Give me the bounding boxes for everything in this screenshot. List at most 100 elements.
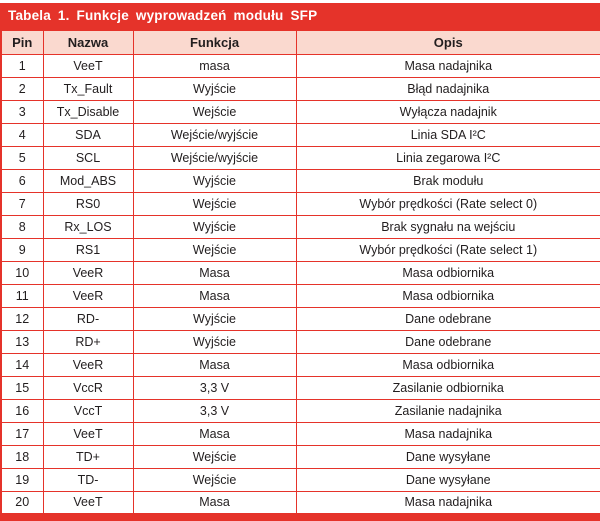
table-cell: Linia SDA I²C [295, 122, 600, 147]
table-cell: 19 [0, 467, 44, 492]
table-row: 15 VccR 3,3 V Zasilanie odbiornika [0, 375, 600, 400]
table-cell: VeeR [42, 283, 134, 308]
table-cell: Wyjście [132, 329, 297, 354]
table-cell: 8 [0, 214, 44, 239]
table-cell: 3,3 V [132, 375, 297, 400]
table-row: 11 VeeR Masa Masa odbiornika [0, 283, 600, 308]
table-cell: RS0 [42, 191, 134, 216]
table-cell: Wyjście [132, 168, 297, 193]
table-cell: Masa nadajnika [295, 490, 600, 515]
table-cell: 16 [0, 398, 44, 423]
bottom-rule [0, 515, 600, 521]
table-cell: 9 [0, 237, 44, 262]
table-cell: Masa odbiornika [295, 283, 600, 308]
table-row: 20 VeeT Masa Masa nadajnika [0, 490, 600, 515]
table-cell: Wyjście [132, 214, 297, 239]
table-cell: 4 [0, 122, 44, 147]
table-cell: Masa nadajnika [295, 421, 600, 446]
table-cell: 3 [0, 99, 44, 124]
table-row: 6 Mod_ABS Wyjście Brak modułu [0, 168, 600, 193]
table-cell: 6 [0, 168, 44, 193]
table-row: 3 Tx_Disable Wejście Wyłącza nadajnik [0, 99, 600, 124]
table-cell: Wejście/wyjście [132, 145, 297, 170]
table-head: Pin Nazwa Funkcja Opis [0, 29, 600, 55]
table-cell: Masa [132, 490, 297, 515]
table-cell: Dane odebrane [295, 329, 600, 354]
table-cell: Wejście [132, 444, 297, 469]
table-cell: 15 [0, 375, 44, 400]
table-row: 7 RS0 Wejście Wybór prędkości (Rate select … [0, 191, 600, 216]
table-cell: Masa odbiornika [295, 352, 600, 377]
table-cell: TD- [42, 467, 134, 492]
table-cell: 11 [0, 283, 44, 308]
table-cell: Wejście [132, 191, 297, 216]
table-row: 5 SCL Wejście/wyjście Linia zegarowa I²C [0, 145, 600, 170]
table-cell: RD+ [42, 329, 134, 354]
table-cell: Dane odebrane [295, 306, 600, 331]
table-cell: Linia zegarowa I²C [295, 145, 600, 170]
table-cell: 5 [0, 145, 44, 170]
table-cell: 14 [0, 352, 44, 377]
table-cell: VeeT [42, 490, 134, 515]
table-cell: 20 [0, 490, 44, 515]
table-cell: 2 [0, 76, 44, 101]
table-row: 2 Tx_Fault Wyjście Błąd nadajnika [0, 76, 600, 101]
table-row: 18 TD+ Wejście Dane wysyłane [0, 444, 600, 469]
table-cell: Zasilanie odbiornika [295, 375, 600, 400]
table-cell: Wybór prędkości (Rate select 0) [295, 191, 600, 216]
table-cell: Tx_Disable [42, 99, 134, 124]
table-row: 17 VeeT Masa Masa nadajnika [0, 421, 600, 446]
table-cell: Masa [132, 421, 297, 446]
table-cell: Masa nadajnika [295, 53, 600, 78]
table-cell: Wejście [132, 467, 297, 492]
table-cell: Błąd nadajnika [295, 76, 600, 101]
table-cell: Wejście [132, 237, 297, 262]
table-cell: Rx_LOS [42, 214, 134, 239]
table-cell: Masa [132, 352, 297, 377]
table-cell: Brak sygnału na wejściu [295, 214, 600, 239]
table-row: 9 RS1 Wejście Wybór prędkości (Rate select … [0, 237, 600, 262]
column-header: Pin [0, 29, 44, 55]
table-cell: VccR [42, 375, 134, 400]
table-cell: 3,3 V [132, 398, 297, 423]
table-row: 13 RD+ Wyjście Dane odebrane [0, 329, 600, 354]
header-row: Pin Nazwa Funkcja Opis [0, 29, 600, 55]
table-cell: Zasilanie nadajnika [295, 398, 600, 423]
table-cell: Masa odbiornika [295, 260, 600, 285]
table-row: 12 RD- Wyjście Dane odebrane [0, 306, 600, 331]
table-cell: RS1 [42, 237, 134, 262]
table-cell: 12 [0, 306, 44, 331]
table-title: Tabela 1. Funkcje wyprowadzeń modułu SFP [0, 3, 600, 29]
table-row: 19 TD- Wejście Dane wysyłane [0, 467, 600, 492]
table-cell: Tx_Fault [42, 76, 134, 101]
table-cell: Wyłącza nadajnik [295, 99, 600, 124]
table-cell: 18 [0, 444, 44, 469]
column-header: Nazwa [42, 29, 134, 55]
table-cell: TD+ [42, 444, 134, 469]
table-cell: Dane wysyłane [295, 467, 600, 492]
table-body: 1 VeeT masa Masa nadajnika 2 Tx_Fault Wyjście B… [0, 53, 600, 515]
table-cell: VeeT [42, 421, 134, 446]
table-cell: Wejście/wyjście [132, 122, 297, 147]
table-cell: masa [132, 53, 297, 78]
table-cell: Mod_ABS [42, 168, 134, 193]
table-cell: Masa [132, 260, 297, 285]
table-cell: VccT [42, 398, 134, 423]
table-row: 8 Rx_LOS Wyjście Brak sygnału na wejściu [0, 214, 600, 239]
table-cell: RD- [42, 306, 134, 331]
table-cell: Wyjście [132, 306, 297, 331]
table-cell: 7 [0, 191, 44, 216]
table-cell: 1 [0, 53, 44, 78]
table-cell: 17 [0, 421, 44, 446]
table-cell: SCL [42, 145, 134, 170]
table-cell: SDA [42, 122, 134, 147]
table-cell: VeeR [42, 352, 134, 377]
table-row: 16 VccT 3,3 V Zasilanie nadajnika [0, 398, 600, 423]
table-cell: 13 [0, 329, 44, 354]
table-cell: Masa [132, 283, 297, 308]
table-cell: Wejście [132, 99, 297, 124]
column-header: Funkcja [132, 29, 297, 55]
table-cell: 10 [0, 260, 44, 285]
column-header: Opis [295, 29, 600, 55]
